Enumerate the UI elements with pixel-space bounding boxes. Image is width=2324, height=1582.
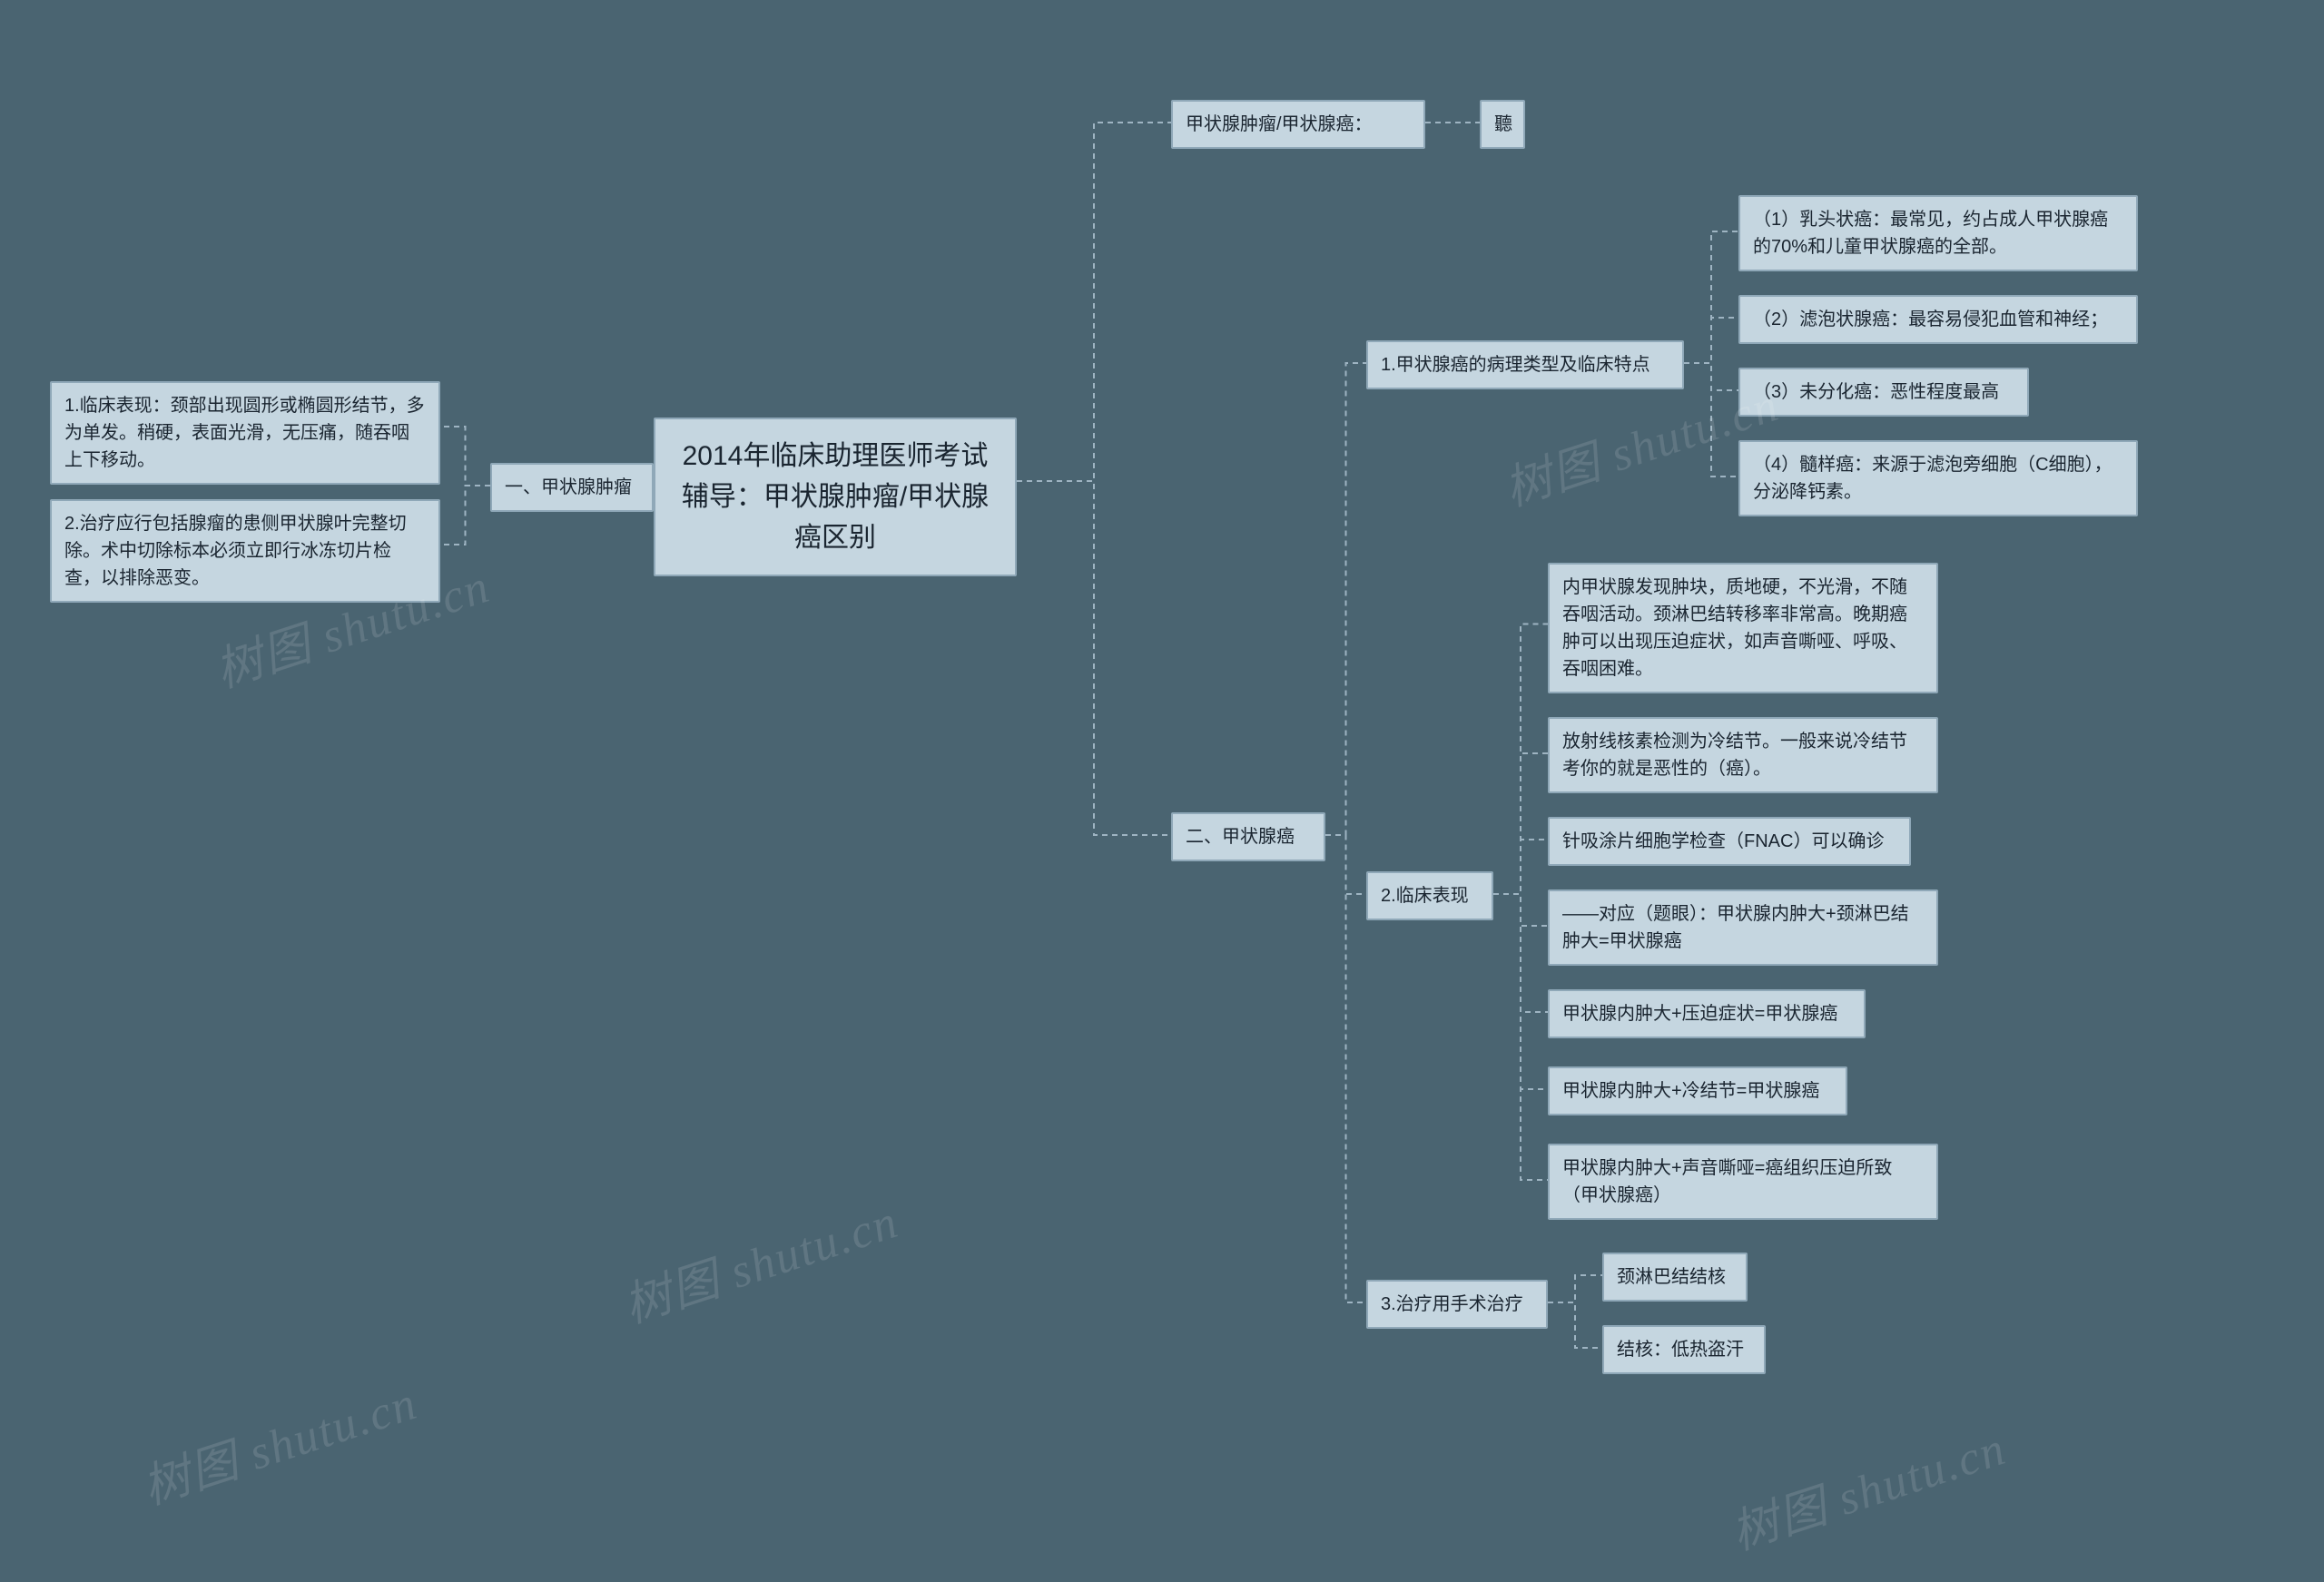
section2-1-leaf-2: 针吸涂片细胞学检查（FNAC）可以确诊 [1548,817,1911,866]
section2-0-leaf-0: （1）乳头状癌：最常见，约占成人甲状腺癌的70%和儿童甲状腺癌的全部。 [1738,195,2138,271]
section2-child-1: 2.临床表现 [1366,871,1493,920]
watermark: 树图 shutu.cn [1721,1410,2014,1562]
section2-2-leaf-0: 颈淋巴结结核 [1602,1253,1748,1302]
section2-1-leaf-6: 甲状腺内肿大+声音嘶哑=癌组织压迫所致（甲状腺癌） [1548,1144,1938,1220]
section2-0-leaf-3: （4）髓样癌：来源于滤泡旁细胞（C细胞），分泌降钙素。 [1738,440,2138,516]
root-node: 2014年临床助理医师考试 辅导：甲状腺肿瘤/甲状腺 癌区别 [654,418,1017,576]
section2-1-leaf-5: 甲状腺内肿大+冷结节=甲状腺癌 [1548,1066,1847,1115]
section2-1-leaf-0: 内甲状腺发现肿块，质地硬，不光滑，不随吞咽活动。颈淋巴结转移率非常高。晚期癌肿可… [1548,563,1938,693]
section2-0-leaf-1: （2）滤泡状腺癌：最容易侵犯血管和神经； [1738,295,2138,344]
section2-2-leaf-1: 结核：低热盗汗 [1602,1325,1766,1374]
right-top-child-0: 聽 [1480,100,1525,149]
section2-1-leaf-4: 甲状腺内肿大+压迫症状=甲状腺癌 [1548,989,1866,1038]
section2-child-0: 1.甲状腺癌的病理类型及临床特点 [1366,340,1684,389]
section2-child-2: 3.治疗用手术治疗 [1366,1280,1548,1329]
left-child-1: 2.治疗应行包括腺瘤的患侧甲状腺叶完整切除。术中切除标本必须立即行冰冻切片检查，… [50,499,440,603]
left-branch-node: 一、甲状腺肿瘤 [490,463,654,512]
section2-1-leaf-3: ——对应（题眼）：甲状腺内肿大+颈淋巴结肿大=甲状腺癌 [1548,889,1938,966]
section2-node: 二、甲状腺癌 [1171,812,1325,861]
section2-0-leaf-2: （3）未分化癌：恶性程度最高 [1738,368,2029,417]
section2-1-leaf-1: 放射线核素检测为冷结节。一般来说冷结节考你的就是恶性的（癌）。 [1548,717,1938,793]
right-top-node: 甲状腺肿瘤/甲状腺癌： [1171,100,1425,149]
watermark: 树图 shutu.cn [614,1183,906,1335]
left-child-0: 1.临床表现：颈部出现圆形或椭圆形结节，多为单发。稍硬，表面光滑，无压痛，随吞咽… [50,381,440,485]
watermark: 树图 shutu.cn [133,1364,425,1517]
